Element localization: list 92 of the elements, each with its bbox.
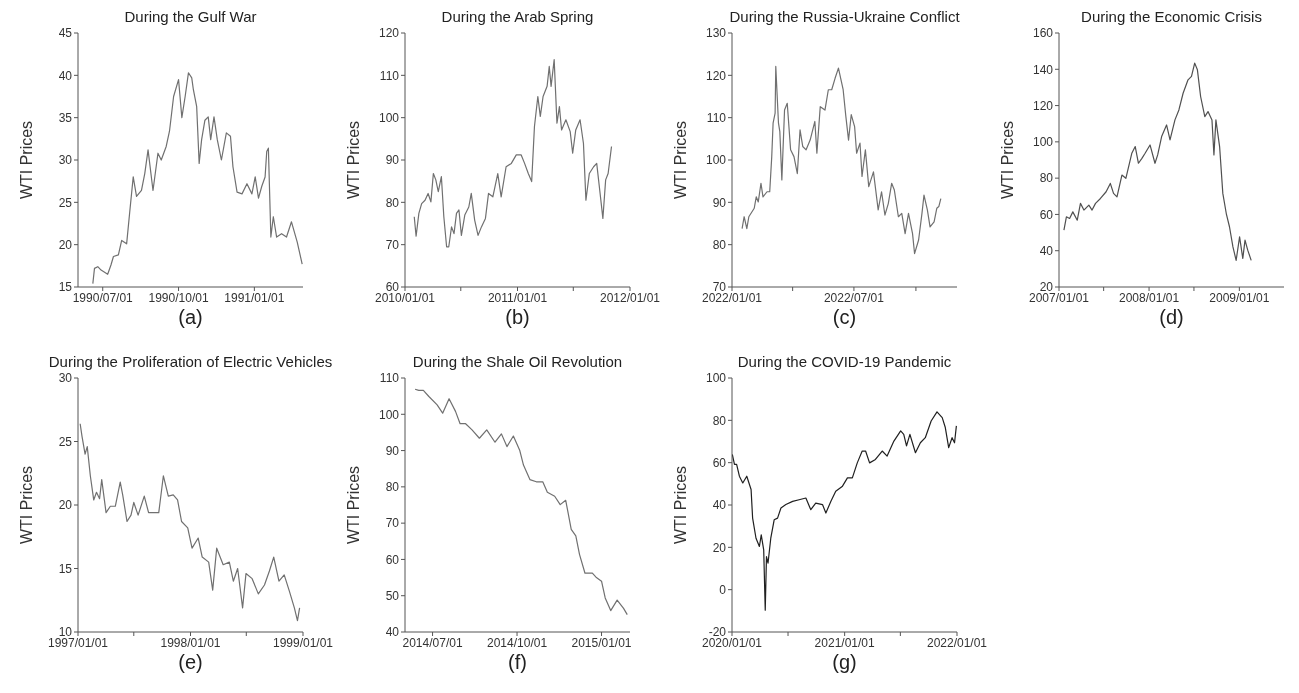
y-tick-label: 80: [1039, 171, 1054, 186]
y-tick-label: 20: [58, 237, 73, 252]
y-tick-label: 45: [58, 26, 73, 41]
y-tick-label: 60: [712, 455, 727, 470]
x-tick-label: 2009/01/01: [1209, 290, 1270, 305]
y-tick-label: 130: [705, 26, 727, 41]
text: (e): [178, 651, 203, 674]
chart-title: During the Gulf War: [124, 8, 257, 25]
chart-title: During the Proliferation of Electric Vehicles: [48, 353, 333, 370]
y-tick-label: 90: [712, 195, 727, 210]
text: (b): [505, 306, 530, 329]
x-tick-label: 2010/01/01: [374, 290, 436, 305]
chart-title: During the COVID-19 Pandemic: [737, 353, 952, 370]
y-axis-title: WTI Prices: [671, 120, 689, 200]
chart-title: During the Economic Crisis: [1081, 8, 1262, 25]
y-tick-label: 15: [58, 561, 73, 576]
chart-title: During the Arab Spring: [441, 8, 594, 25]
y-tick-label: 120: [705, 68, 727, 83]
y-tick-label: 20: [712, 540, 727, 555]
x-tick-label: 1999/01/01: [272, 635, 334, 650]
text: (g): [832, 651, 857, 674]
y-tick-label: 160: [1032, 26, 1054, 41]
y-axis-title: WTI Prices: [17, 120, 35, 200]
y-tick-label: 100: [1032, 135, 1054, 150]
y-tick-label: 15: [58, 280, 73, 295]
text: (c): [832, 306, 857, 329]
y-tick-label: 20: [58, 498, 73, 513]
line-series: [732, 411, 957, 611]
text: (f): [508, 651, 527, 674]
text: (a): [178, 306, 203, 329]
line-series: [413, 59, 613, 248]
y-tick-label: 110: [379, 68, 400, 83]
y-tick-label: 70: [385, 516, 400, 531]
x-tick-label: 2014/10/01: [487, 635, 548, 650]
y-tick-label: 40: [385, 625, 400, 640]
y-tick-label: 50: [385, 588, 400, 603]
x-tick-label: 1991/01/01: [224, 290, 285, 305]
y-tick-label: 100: [378, 110, 400, 125]
x-tick-label: 2022/01/01: [926, 635, 988, 650]
y-tick-label: 90: [385, 153, 400, 168]
y-tick-label: 140: [1032, 62, 1054, 77]
y-axis-title: WTI Prices: [998, 120, 1016, 200]
y-tick-label: 120: [1032, 98, 1054, 113]
x-tick-label: 2011/01/01: [487, 290, 548, 305]
chart-title: During the Shale Oil Revolution: [412, 353, 623, 370]
line-series: [741, 65, 942, 255]
y-tick-label: 70: [385, 237, 400, 252]
x-tick-label: 1990/10/01: [148, 290, 209, 305]
x-tick-label: 2020/01/01: [701, 635, 763, 650]
y-tick-label: 80: [712, 413, 727, 428]
y-tick-label: 40: [712, 498, 727, 513]
y-tick-label: 100: [705, 153, 727, 168]
y-tick-label: 40: [58, 68, 73, 83]
y-tick-label: 90: [385, 443, 400, 458]
text: (d): [1159, 306, 1184, 329]
y-tick-label: 110: [706, 110, 727, 125]
y-tick-label: 35: [58, 110, 73, 125]
line-series: [1063, 62, 1252, 261]
x-tick-label: 2022/07/01: [823, 290, 885, 305]
x-tick-label: 2012/01/01: [599, 290, 661, 305]
y-tick-label: 110: [379, 371, 400, 386]
y-axis-title: WTI Prices: [17, 465, 35, 545]
x-tick-label: 2022/01/01: [701, 290, 763, 305]
y-tick-label: 0: [719, 582, 727, 597]
line-series: [92, 72, 303, 285]
y-axis-title: WTI Prices: [344, 120, 362, 200]
x-tick-label: 2014/07/01: [402, 635, 463, 650]
line-series: [414, 388, 628, 616]
y-tick-label: 80: [385, 195, 400, 210]
y-tick-label: 25: [58, 195, 73, 210]
y-tick-label: 25: [58, 434, 73, 449]
x-tick-label: 2021/01/01: [814, 635, 876, 650]
y-axis-title: WTI Prices: [671, 465, 689, 545]
y-tick-label: 60: [1039, 207, 1054, 222]
y-tick-label: 30: [58, 371, 73, 386]
y-tick-label: 100: [378, 407, 400, 422]
y-axis-title: WTI Prices: [344, 465, 362, 545]
x-tick-label: 1998/01/01: [160, 635, 221, 650]
x-tick-label: 1990/07/01: [72, 290, 134, 305]
x-tick-label: 2015/01/01: [571, 635, 632, 650]
y-tick-label: 30: [58, 153, 73, 168]
y-tick-label: 40: [1039, 243, 1054, 258]
y-tick-label: 100: [705, 371, 727, 386]
y-tick-label: 60: [385, 552, 400, 567]
chart-title: During the Russia-Ukraine Conflict: [729, 8, 960, 25]
y-tick-label: 80: [712, 237, 727, 252]
line-series: [79, 423, 301, 622]
y-tick-label: 120: [378, 26, 400, 41]
x-tick-label: 2007/01/01: [1028, 290, 1090, 305]
x-tick-label: 1997/01/01: [47, 635, 109, 650]
x-tick-label: 2008/01/01: [1119, 290, 1180, 305]
y-tick-label: 80: [385, 480, 400, 495]
